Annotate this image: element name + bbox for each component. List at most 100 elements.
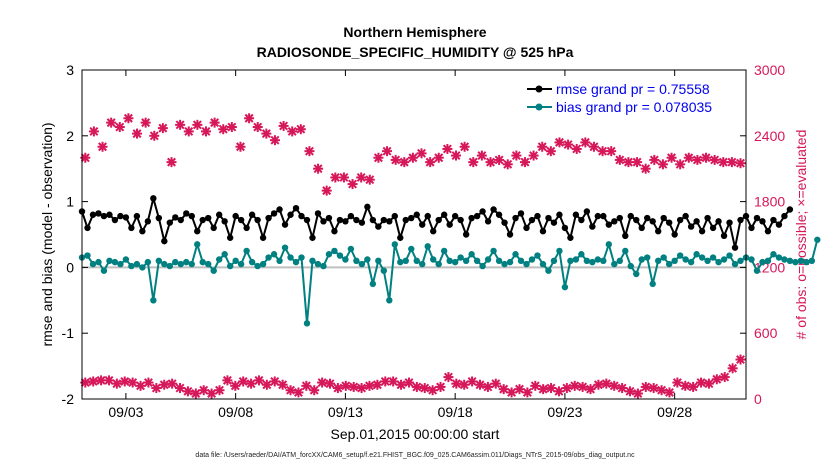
bias-point [660,254,667,261]
rmse-point [194,228,201,235]
obs-possible-marker [709,154,720,165]
bias-point [111,258,119,266]
rmse-point [375,223,382,230]
obs-evaluated-marker [301,380,312,391]
data-file-footnote: data file: /Users/raeder/DAI/ATM_forcXX/… [195,452,635,459]
bias-point [419,260,426,268]
obs-evaluated-marker [411,381,422,392]
obs-evaluated-marker [88,376,99,387]
obs-possible-marker [132,128,143,139]
obs-possible-marker [580,137,591,148]
bias-point [402,257,409,265]
legend-box [550,78,742,116]
bias-point [232,257,239,265]
bias-point [226,262,234,270]
rmse-point [177,216,184,224]
obs-evaluated-marker [609,380,620,391]
obs-evaluated-marker [482,381,493,392]
rmse-point [687,223,695,230]
obs-evaluated-marker [396,379,407,390]
bias-point [589,258,596,266]
bias-point [106,257,113,265]
rmse-point [501,219,508,226]
bias-point [210,267,217,274]
rmse-point [353,216,360,224]
obs-evaluated-marker [569,380,580,391]
bias-point [375,257,382,265]
bias-point [386,297,393,304]
rmse-point [512,214,519,222]
rmse-point [633,216,640,224]
obs-possible-marker [278,120,289,131]
obs-possible-marker [433,152,444,163]
bias-point [364,256,371,263]
bias-point [808,257,816,265]
rmse-point [397,234,404,241]
bias-point [644,254,651,261]
bias-point [331,247,338,255]
rmse-point [600,212,607,220]
obs-possible-marker [166,157,177,168]
obs-possible-marker [157,123,168,134]
bias-point [424,243,431,250]
obs-evaluated-marker [735,354,746,365]
bias-point [270,251,278,258]
y-left-axis-label: rmse and bias (model - observation) [39,122,55,346]
obs-possible-marker [692,154,703,165]
rmse-point [660,214,667,222]
obs-possible-marker [726,157,737,168]
bias-point [122,256,130,263]
bias-point [605,241,613,248]
obs-possible-marker [373,152,384,163]
y-right-tick-label: 0 [754,391,762,407]
obs-evaluated-marker [467,376,478,387]
bias-point [709,254,717,261]
obs-evaluated-marker [159,379,170,390]
rmse-point [440,211,448,218]
rmse-point [715,218,722,225]
bias-point [479,262,486,270]
rmse-point [117,212,124,220]
bias-point [545,267,552,274]
obs-possible-marker [554,137,565,148]
obs-evaluated-marker [348,381,359,392]
rmse-point [594,212,602,220]
bias-point [194,241,201,248]
obs-possible-marker [442,143,453,154]
bias-point [215,256,223,263]
obs-possible-marker [347,179,358,190]
obs-possible-marker [451,150,462,161]
obs-possible-marker [614,154,625,165]
bias-point [133,260,141,268]
obs-evaluated-marker [538,384,549,395]
bias-point [737,257,744,265]
obs-possible-marker [649,154,660,165]
bias-point [117,260,124,268]
rmse-point [753,214,761,222]
rmse-point [287,211,294,218]
bias-point [814,236,821,243]
rmse-point [561,224,569,232]
obs-evaluated-marker [206,388,217,399]
obs-evaluated-marker [585,384,596,395]
y-left-tick-label: 1 [66,194,74,210]
bias-point [512,251,519,258]
obs-evaluated-marker [238,376,249,387]
bias-point [380,267,388,274]
obs-evaluated-marker [593,379,604,390]
obs-possible-marker [701,152,712,163]
rmse-point [479,208,486,215]
obs-evaluated-marker [230,380,241,391]
obs-evaluated-marker [672,377,683,388]
x-axis-label: Sep.01,2015 00:00:00 start [330,426,500,442]
rmse-point [259,234,267,241]
obs-evaluated-marker [419,383,430,394]
obs-evaluated-marker [277,379,288,390]
obs-evaluated-marker [135,380,146,391]
rmse-point [265,214,272,222]
bias-point [89,260,97,268]
obs-evaluated-marker [601,378,612,389]
x-tick-label: 09/23 [547,404,582,420]
rmse-point [215,211,223,218]
rmse-point [731,244,739,251]
